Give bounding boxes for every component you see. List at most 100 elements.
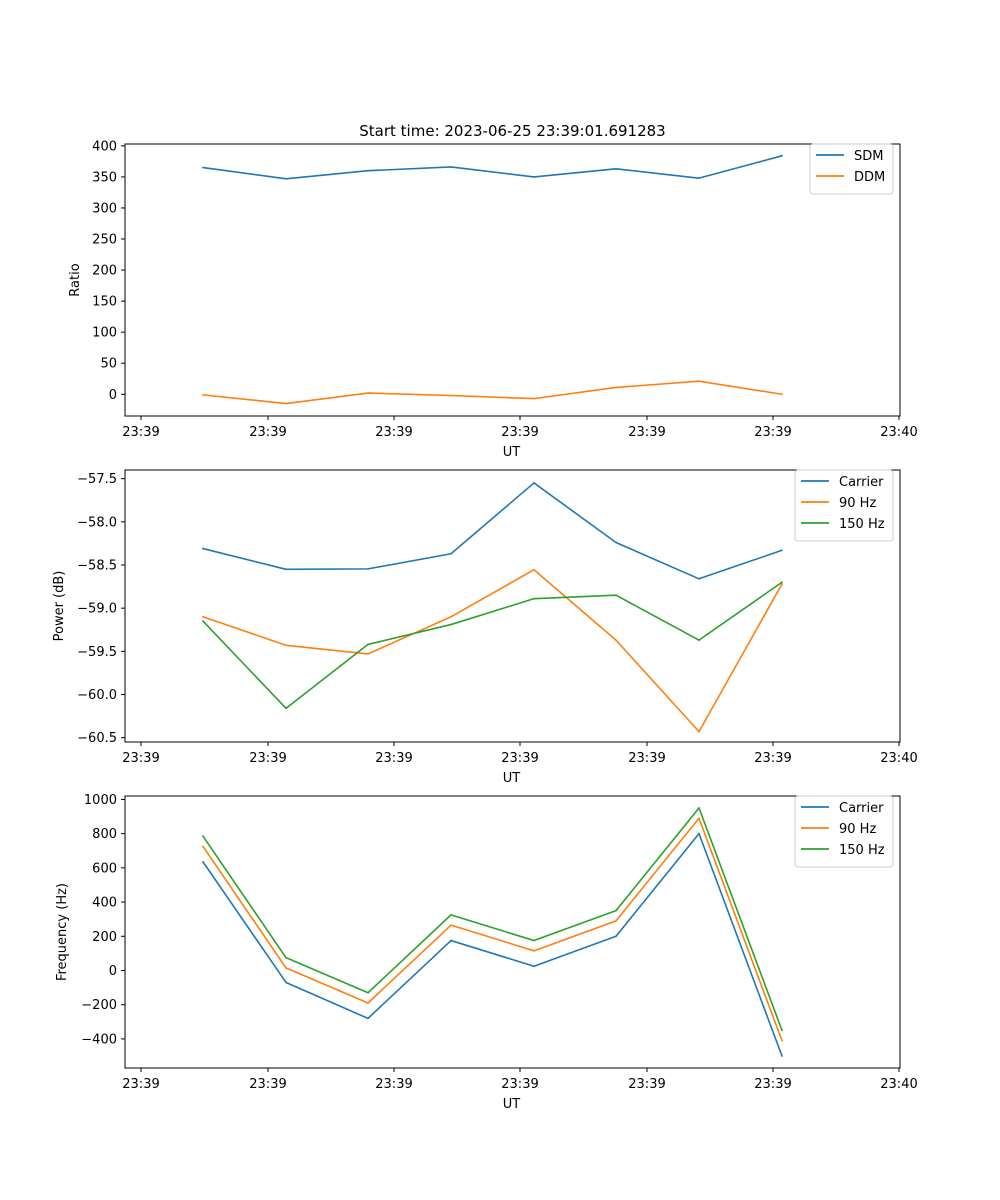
data-point bbox=[202, 845, 204, 848]
data-point bbox=[781, 1055, 783, 1057]
data-point bbox=[533, 939, 535, 942]
x-tick-label: 23:39 bbox=[628, 751, 665, 766]
data-point bbox=[533, 568, 535, 571]
x-tick-label: 23:40 bbox=[880, 1077, 917, 1092]
data-point bbox=[202, 620, 204, 623]
x-tick-label: 23:39 bbox=[249, 751, 286, 766]
data-point bbox=[781, 154, 783, 157]
data-point bbox=[450, 913, 452, 916]
data-point bbox=[450, 166, 452, 168]
data-point bbox=[615, 935, 617, 938]
legend-label: SDM bbox=[854, 149, 883, 164]
data-point bbox=[781, 581, 783, 584]
plot-area-frame bbox=[124, 795, 901, 1069]
data-point bbox=[698, 577, 700, 580]
data-point bbox=[450, 623, 452, 626]
y-tick-label: 400 bbox=[92, 896, 117, 911]
x-tick-label: 23:39 bbox=[249, 425, 286, 440]
data-point bbox=[533, 965, 535, 968]
data-point bbox=[781, 549, 783, 552]
y-tick-label: −60.5 bbox=[77, 731, 117, 746]
y-tick-label: −59.5 bbox=[77, 645, 117, 660]
data-point bbox=[615, 919, 617, 922]
data-point bbox=[698, 639, 700, 642]
data-point bbox=[615, 594, 617, 597]
x-tick-label: 23:39 bbox=[249, 1077, 286, 1092]
data-point bbox=[615, 541, 617, 544]
data-point bbox=[615, 386, 617, 389]
x-tick-label: 23:39 bbox=[122, 425, 159, 440]
y-tick-label: 200 bbox=[92, 930, 117, 945]
x-tick-label: 23:39 bbox=[501, 1077, 538, 1092]
data-point bbox=[698, 817, 700, 820]
data-point bbox=[450, 924, 452, 927]
data-point bbox=[285, 568, 287, 571]
plot-area-frame bbox=[124, 143, 901, 417]
x-tick-label: 23:40 bbox=[880, 751, 917, 766]
data-point bbox=[450, 615, 452, 618]
y-tick-label: −58.5 bbox=[77, 558, 117, 573]
series-line-ddm bbox=[202, 380, 783, 405]
x-axis-label: UT bbox=[503, 771, 521, 786]
plot-area-frame bbox=[124, 469, 901, 743]
chart-panel-1: Start time: 2023-06-25 23:39:01.691283 23… bbox=[68, 122, 918, 460]
legend-label: Carrier bbox=[839, 801, 884, 816]
y-tick-label: −59.0 bbox=[77, 602, 117, 617]
data-point bbox=[615, 639, 617, 642]
y-tick-label: −60.0 bbox=[77, 688, 117, 703]
legend-label: 150 Hz bbox=[839, 843, 885, 858]
data-point bbox=[698, 730, 700, 733]
y-tick-label: 0 bbox=[109, 964, 117, 979]
data-point bbox=[285, 644, 287, 647]
y-axis-label: Ratio bbox=[68, 263, 83, 296]
y-tick-label: 200 bbox=[92, 264, 117, 279]
x-axis-label: UT bbox=[503, 445, 521, 460]
data-point bbox=[698, 380, 700, 383]
data-point bbox=[367, 567, 369, 570]
data-point bbox=[202, 166, 204, 169]
data-point bbox=[285, 981, 287, 984]
series-line-sdm bbox=[202, 155, 783, 180]
data-point bbox=[367, 653, 369, 655]
y-tick-label: 0 bbox=[109, 388, 117, 403]
series-line-carrier bbox=[202, 482, 783, 580]
series-line-carrier bbox=[202, 832, 783, 1057]
y-tick-label: −400 bbox=[81, 1032, 117, 1047]
data-point bbox=[781, 1039, 783, 1042]
x-tick-label: 23:39 bbox=[628, 425, 665, 440]
data-point bbox=[698, 832, 700, 835]
x-tick-label: 23:39 bbox=[754, 751, 791, 766]
data-point bbox=[367, 392, 369, 394]
legend-label: 150 Hz bbox=[839, 517, 885, 532]
data-point bbox=[285, 707, 287, 710]
data-point bbox=[285, 177, 287, 180]
x-tick-label: 23:40 bbox=[880, 425, 917, 440]
x-tick-label: 23:39 bbox=[122, 1077, 159, 1092]
y-tick-label: 250 bbox=[92, 233, 117, 248]
data-point bbox=[202, 835, 204, 838]
y-axis-label: Power (dB) bbox=[52, 571, 67, 642]
legend-box bbox=[809, 143, 894, 195]
data-point bbox=[450, 552, 452, 555]
data-point bbox=[781, 1029, 783, 1032]
chart-panel-3: 23:39 23:39 23:39 23:39 23:39 23:39 23:40 −400 −… bbox=[55, 793, 918, 1112]
series-line-150-hz bbox=[202, 807, 783, 1031]
chart-title: Start time: 2023-06-25 23:39:01.691283 bbox=[359, 122, 665, 140]
data-point bbox=[698, 807, 700, 809]
data-point bbox=[615, 909, 617, 912]
data-point bbox=[285, 402, 287, 405]
data-point bbox=[367, 169, 369, 172]
y-tick-label: 100 bbox=[92, 326, 117, 341]
y-tick-label: 150 bbox=[92, 295, 117, 310]
y-axis-label: Frequency (Hz) bbox=[55, 883, 70, 981]
data-point bbox=[533, 482, 535, 484]
y-tick-label: −58.0 bbox=[77, 515, 117, 530]
data-point bbox=[781, 393, 783, 396]
x-tick-label: 23:39 bbox=[501, 425, 538, 440]
series-line-90-hz bbox=[202, 568, 783, 733]
data-point bbox=[533, 597, 535, 600]
y-tick-label: 350 bbox=[92, 170, 117, 185]
y-tick-label: 600 bbox=[92, 861, 117, 876]
x-tick-label: 23:39 bbox=[375, 1077, 412, 1092]
